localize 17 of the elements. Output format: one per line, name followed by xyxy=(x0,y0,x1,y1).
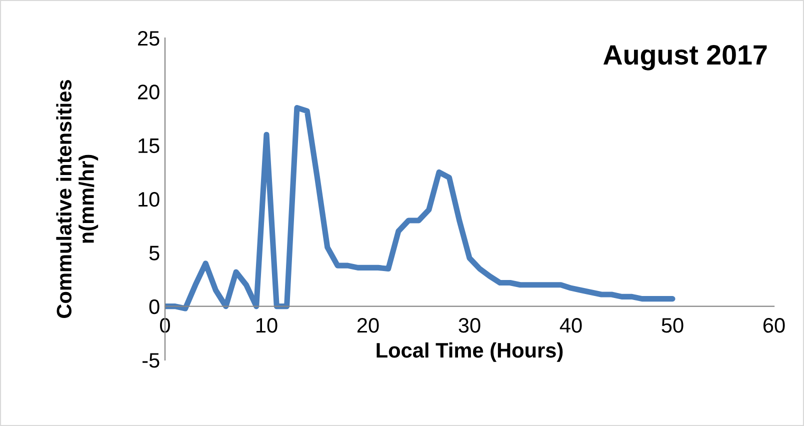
y-tick-label: 0 xyxy=(149,299,160,314)
y-tick-label: 5 xyxy=(149,246,160,260)
y-tick-label: 25 xyxy=(138,31,160,46)
y-tick-label: 20 xyxy=(138,84,160,100)
x-tick-label: 10 xyxy=(256,318,278,333)
x-tick-label: 40 xyxy=(560,318,582,333)
x-tick-label: 50 xyxy=(662,318,684,333)
x-axis-title: Local Time (Hours) xyxy=(376,342,563,362)
x-tick-label: 30 xyxy=(458,318,480,333)
chart-title: August 2017 xyxy=(603,45,767,70)
x-tick-label: 20 xyxy=(357,318,379,333)
x-tick-label: 60 xyxy=(763,318,785,333)
y-tick-label: 15 xyxy=(138,138,160,154)
x-tick-label: 0 xyxy=(160,318,170,333)
y-axis-title: Commulative intensities n(mm/hr) xyxy=(56,80,98,318)
y-tick-label: 10 xyxy=(138,192,160,207)
y-tick-label: -5 xyxy=(142,353,160,368)
